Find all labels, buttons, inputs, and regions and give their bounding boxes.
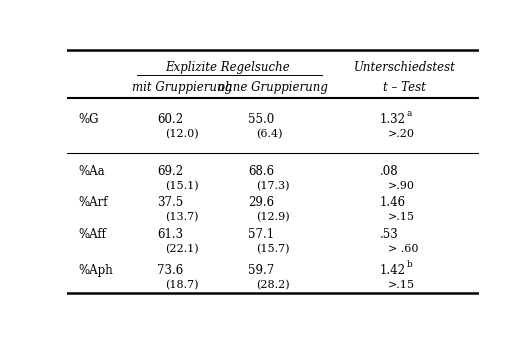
Text: (18.7): (18.7) <box>165 280 199 290</box>
Text: 68.6: 68.6 <box>248 165 274 178</box>
Text: 69.2: 69.2 <box>157 165 184 178</box>
Text: %Aff: %Aff <box>79 228 107 241</box>
Text: mit Gruppierung: mit Gruppierung <box>132 81 232 94</box>
Text: a: a <box>406 109 412 118</box>
Text: 61.3: 61.3 <box>157 228 184 241</box>
Text: (15.7): (15.7) <box>256 244 289 254</box>
Text: 73.6: 73.6 <box>157 264 184 277</box>
Text: (28.2): (28.2) <box>256 280 290 290</box>
Text: >.15: >.15 <box>388 280 415 290</box>
Text: %Aph: %Aph <box>79 264 114 277</box>
Text: (15.1): (15.1) <box>165 181 199 191</box>
Text: 1.42: 1.42 <box>380 264 406 277</box>
Text: >.15: >.15 <box>388 212 415 222</box>
Text: .08: .08 <box>380 165 398 178</box>
Text: >.20: >.20 <box>388 129 415 139</box>
Text: Unterschiedstest: Unterschiedstest <box>354 61 455 74</box>
Text: (22.1): (22.1) <box>165 244 199 254</box>
Text: 1.46: 1.46 <box>380 196 406 209</box>
Text: .53: .53 <box>380 228 398 241</box>
Text: (17.3): (17.3) <box>256 181 289 191</box>
Text: %G: %G <box>79 113 99 126</box>
Text: %Aa: %Aa <box>79 165 105 178</box>
Text: (12.0): (12.0) <box>165 129 199 139</box>
Text: 1.32: 1.32 <box>380 113 406 126</box>
Text: ohne Gruppierung: ohne Gruppierung <box>218 81 328 94</box>
Text: t – Test: t – Test <box>383 81 426 94</box>
Text: 55.0: 55.0 <box>248 113 274 126</box>
Text: 60.2: 60.2 <box>157 113 184 126</box>
Text: Explizite Regelsuche: Explizite Regelsuche <box>165 61 289 74</box>
Text: (6.4): (6.4) <box>256 129 282 139</box>
Text: 37.5: 37.5 <box>157 196 184 209</box>
Text: (13.7): (13.7) <box>165 212 199 222</box>
Text: b: b <box>406 260 412 269</box>
Text: 57.1: 57.1 <box>248 228 274 241</box>
Text: >.90: >.90 <box>388 181 415 191</box>
Text: > .60: > .60 <box>388 244 419 254</box>
Text: (12.9): (12.9) <box>256 212 290 222</box>
Text: %Arf: %Arf <box>79 196 109 209</box>
Text: 59.7: 59.7 <box>248 264 274 277</box>
Text: 29.6: 29.6 <box>248 196 274 209</box>
